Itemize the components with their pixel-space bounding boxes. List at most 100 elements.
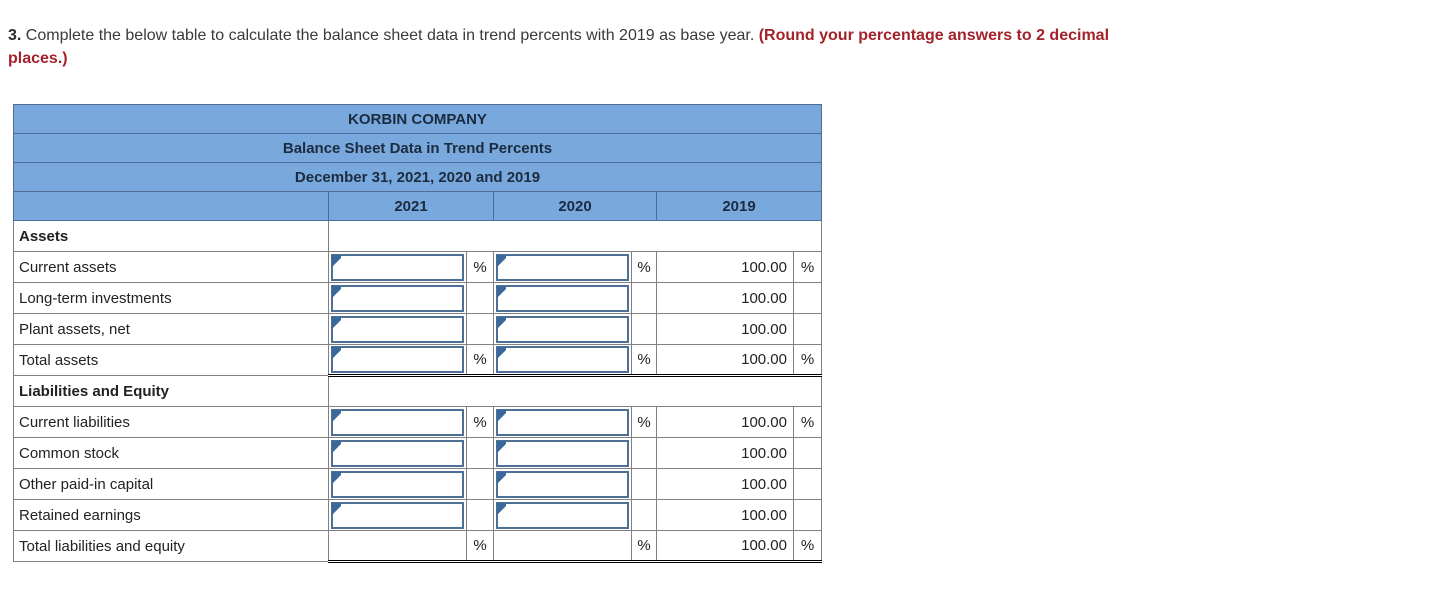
base-value-2019: 100.00	[656, 468, 794, 500]
table-row-current-assets: Current assets % % 100.00 %	[13, 251, 822, 283]
percent-cell-empty	[466, 468, 494, 500]
base-value-2019: 100.00	[656, 499, 794, 531]
input-current-liabilities-2021[interactable]	[331, 408, 464, 436]
input-retained-earnings-2020[interactable]	[496, 501, 629, 529]
computed-total-cell-2020	[493, 530, 632, 563]
input-marker-icon	[332, 502, 341, 515]
balance-sheet-table: KORBIN COMPANY Balance Sheet Data in Tre…	[13, 104, 822, 563]
table-date-header: December 31, 2021, 2020 and 2019	[13, 162, 822, 192]
percent-cell-empty	[631, 499, 657, 531]
input-marker-icon	[497, 285, 506, 298]
base-value-2019: 100.00	[656, 282, 794, 314]
percent-cell-empty	[631, 282, 657, 314]
percent-sign: %	[793, 344, 822, 377]
table-subtitle-header: Balance Sheet Data in Trend Percents	[13, 133, 822, 163]
row-label: Long-term investments	[13, 282, 329, 314]
percent-sign: %	[793, 251, 822, 283]
table-row-long-term-investments: Long-term investments 100.00	[13, 282, 822, 314]
input-marker-icon	[497, 254, 506, 267]
base-value-2019: 100.00	[656, 437, 794, 469]
row-label: Plant assets, net	[13, 313, 329, 345]
input-marker-icon	[497, 502, 506, 515]
percent-sign: %	[631, 406, 657, 438]
percent-sign: %	[466, 406, 494, 438]
input-current-liabilities-2020[interactable]	[496, 408, 629, 436]
input-marker-icon	[332, 409, 341, 422]
percent-sign: %	[466, 530, 494, 563]
percent-cell-empty	[631, 437, 657, 469]
input-marker-icon	[332, 347, 341, 359]
percent-cell-empty	[466, 499, 494, 531]
section-label: Liabilities and Equity	[13, 375, 329, 407]
year-column-header-2021: 2021	[328, 191, 494, 221]
percent-cell-empty	[793, 468, 822, 500]
percent-cell-empty	[466, 313, 494, 345]
section-label: Assets	[13, 220, 329, 252]
input-marker-icon	[497, 471, 506, 484]
question-body: Complete the below table to calculate th…	[21, 27, 759, 44]
question-text: 3. Complete the below table to calculate…	[8, 24, 1173, 70]
year-column-header-2020: 2020	[493, 191, 657, 221]
table-row-retained-earnings: Retained earnings 100.00	[13, 499, 822, 531]
base-value-2019: 100.00	[656, 313, 794, 345]
question-instruction: (Round your percentage answers to 2 deci…	[8, 27, 1110, 67]
percent-sign: %	[793, 406, 822, 438]
question-number: 3.	[8, 27, 22, 44]
percent-sign: %	[631, 530, 657, 563]
row-label: Retained earnings	[13, 499, 329, 531]
percent-cell-empty	[793, 499, 822, 531]
input-other-paid-in-capital-2021[interactable]	[331, 470, 464, 498]
input-current-assets-2021[interactable]	[331, 253, 464, 281]
table-row-total-liabilities-and-equity: Total liabilities and equity % % 100.00 …	[13, 530, 822, 563]
input-total-assets-2021[interactable]	[331, 346, 464, 373]
base-value-2019: 100.00	[656, 406, 794, 438]
input-retained-earnings-2021[interactable]	[331, 501, 464, 529]
section-row-liabilities-and-equity: Liabilities and Equity	[13, 375, 822, 407]
input-marker-icon	[332, 471, 341, 484]
percent-cell-empty	[793, 313, 822, 345]
row-label: Current liabilities	[13, 406, 329, 438]
row-label: Common stock	[13, 437, 329, 469]
input-common-stock-2020[interactable]	[496, 439, 629, 467]
section-spacer-cell	[328, 220, 822, 252]
input-plant-assets-net-2020[interactable]	[496, 315, 629, 343]
input-total-assets-2020[interactable]	[496, 346, 629, 373]
computed-total-cell-2021	[328, 530, 467, 563]
percent-cell-empty	[466, 282, 494, 314]
input-marker-icon	[332, 254, 341, 267]
table-row-total-assets: Total assets % % 100.00 %	[13, 344, 822, 377]
percent-sign: %	[631, 344, 657, 377]
input-marker-icon	[497, 440, 506, 453]
input-other-paid-in-capital-2020[interactable]	[496, 470, 629, 498]
percent-cell-empty	[793, 282, 822, 314]
input-marker-icon	[332, 440, 341, 453]
input-marker-icon	[497, 347, 506, 359]
input-current-assets-2020[interactable]	[496, 253, 629, 281]
input-marker-icon	[332, 285, 341, 298]
percent-cell-empty	[631, 468, 657, 500]
percent-sign: %	[793, 530, 822, 563]
table-row-other-paid-in-capital: Other paid-in capital 100.00	[13, 468, 822, 500]
percent-sign: %	[466, 251, 494, 283]
input-marker-icon	[332, 316, 341, 329]
base-value-2019: 100.00	[656, 530, 794, 563]
input-long-term-investments-2020[interactable]	[496, 284, 629, 312]
input-marker-icon	[497, 409, 506, 422]
percent-sign: %	[631, 251, 657, 283]
year-column-header-2019: 2019	[656, 191, 822, 221]
input-plant-assets-net-2021[interactable]	[331, 315, 464, 343]
base-value-2019: 100.00	[656, 251, 794, 283]
row-label: Other paid-in capital	[13, 468, 329, 500]
base-value-2019: 100.00	[656, 344, 794, 377]
company-name-header: KORBIN COMPANY	[13, 104, 822, 134]
row-label: Total assets	[13, 344, 329, 376]
input-common-stock-2021[interactable]	[331, 439, 464, 467]
empty-corner-header	[13, 191, 329, 221]
row-label: Current assets	[13, 251, 329, 283]
input-long-term-investments-2021[interactable]	[331, 284, 464, 312]
percent-cell-empty	[793, 437, 822, 469]
percent-cell-empty	[631, 313, 657, 345]
table-row-common-stock: Common stock 100.00	[13, 437, 822, 469]
row-label: Total liabilities and equity	[13, 530, 329, 562]
input-marker-icon	[497, 316, 506, 329]
